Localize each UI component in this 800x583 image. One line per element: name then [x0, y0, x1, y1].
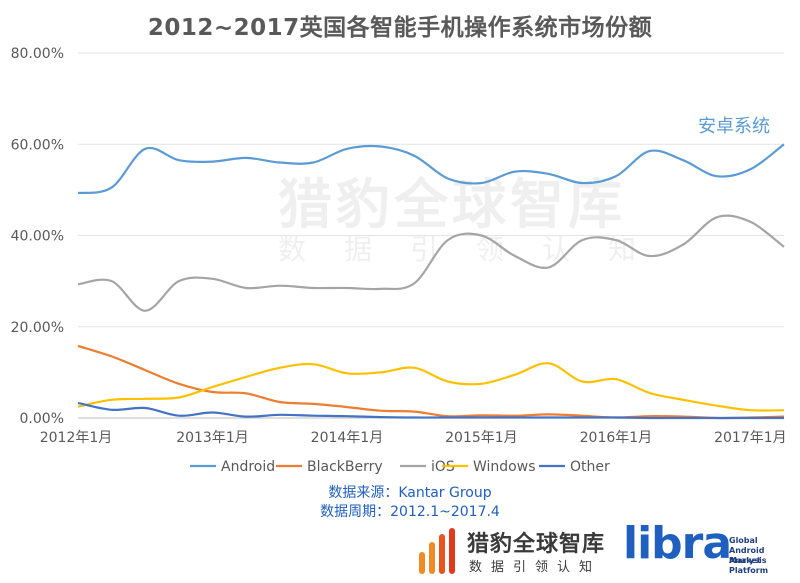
x-tick-label: 2013年1月: [176, 430, 249, 446]
period-line: 数据周期：2012.1~2017.4: [320, 504, 500, 520]
series-line-blackberry: [77, 344, 785, 420]
series-line-other: [77, 401, 784, 420]
y-tick-label: 20.00%: [11, 320, 64, 336]
legend-label: BlackBerry: [307, 459, 383, 475]
x-tick-label: 2016年1月: [580, 430, 653, 446]
y-axis-ticks: 0.00% 20.00% 40.00% 60.00% 80.00%: [11, 46, 64, 427]
x-tick-label: 2012年1月: [40, 430, 113, 446]
x-tick-label: 2015年1月: [445, 430, 518, 446]
series-line-windows: [77, 362, 785, 412]
brand-subtitle: 数据引领认知: [469, 560, 602, 575]
series-lines: [77, 143, 785, 420]
libra-tag-3: Analysis Platform: [729, 556, 769, 575]
legend-label: Other: [570, 459, 610, 475]
brand-name: 猎豹全球智库: [467, 532, 606, 557]
legend-label: Android: [221, 459, 275, 475]
libra-wordmark: libra: [623, 518, 732, 569]
android-callout: 安卓系统: [698, 116, 770, 137]
watermark-sub: 数据引领认知: [278, 233, 675, 266]
libra-tag-2: Android Market: [729, 546, 765, 565]
chart-title: 2012~2017英国各智能手机操作系统市场份额: [147, 15, 653, 41]
series-line-ios: [77, 214, 785, 312]
legend: AndroidBlackBerryiOSWindowsOther: [190, 459, 610, 475]
y-tick-label: 40.00%: [11, 229, 64, 245]
libra-tag-1: Global: [729, 536, 758, 545]
y-tick-label: 60.00%: [11, 137, 64, 153]
x-axis-ticks: 2012年1月 2013年1月 2014年1月 2015年1月 2016年1月 2017年…: [40, 430, 787, 446]
y-tick-label: 80.00%: [11, 46, 64, 62]
x-tick-label: 2017年1月: [714, 430, 787, 446]
source-line: 数据来源：Kantar Group: [328, 485, 492, 501]
watermark-brand: 猎豹全球智库: [278, 173, 626, 236]
y-tick-label: 0.00%: [20, 411, 64, 427]
gridlines: [78, 52, 784, 419]
series-line-android: [77, 143, 785, 195]
cheetah-logo-icon: [419, 528, 455, 574]
footer-logo: 猎豹全球智库 数据引领认知 libra Global Android Marke…: [417, 518, 787, 580]
x-tick-label: 2014年1月: [311, 430, 384, 446]
legend-label: Windows: [473, 459, 536, 475]
